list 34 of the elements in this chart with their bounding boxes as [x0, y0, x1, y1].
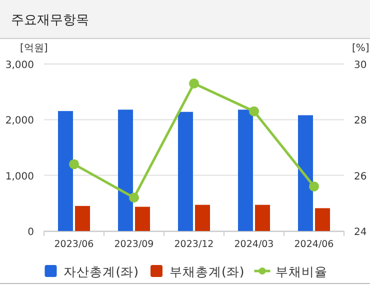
y-axis-title: [억원]	[20, 43, 48, 54]
y-tick-label: 0	[28, 227, 34, 238]
bar	[75, 206, 90, 231]
bar	[298, 115, 313, 231]
point	[249, 106, 259, 116]
bar	[58, 111, 73, 231]
bar	[178, 112, 193, 231]
bar	[315, 208, 330, 231]
point	[69, 159, 79, 170]
x-tick-label: 2024/03	[234, 239, 274, 250]
y2-tick-label: 28	[354, 116, 367, 127]
bar	[135, 206, 150, 231]
chart-title: 주요재무항목	[11, 13, 89, 28]
bar	[195, 204, 210, 231]
x-tick-label: 2023/12	[174, 239, 214, 250]
y-tick-label: 2,000	[5, 116, 34, 127]
x-tick-label: 2023/09	[114, 239, 154, 250]
x-tick-label: 2024/06	[294, 239, 334, 250]
point	[129, 192, 139, 203]
legend-label: 부채총계(좌)	[170, 264, 244, 279]
y-tick-label: 3,000	[5, 60, 34, 71]
y2-axis-title: [%]	[352, 43, 370, 54]
bar	[255, 204, 270, 231]
bar	[118, 110, 133, 231]
bar	[238, 110, 253, 231]
y2-tick-label: 30	[354, 60, 367, 71]
y2-tick-label: 24	[354, 227, 367, 238]
y-tick-label: 1,000	[5, 171, 34, 182]
y2-tick-label: 26	[354, 171, 367, 182]
point	[189, 78, 199, 88]
legend-label: 부채비율	[275, 264, 328, 279]
point	[309, 181, 319, 192]
legend-label: 자산총계(좌)	[64, 264, 138, 279]
x-tick-label: 2023/06	[54, 239, 94, 250]
